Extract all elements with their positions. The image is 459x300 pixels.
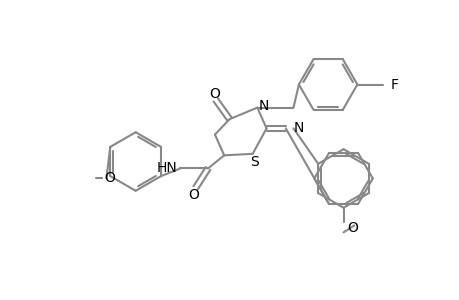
Text: HN: HN — [156, 161, 177, 176]
Text: O: O — [347, 221, 358, 235]
Text: S: S — [249, 154, 258, 169]
Text: O: O — [208, 87, 219, 101]
Text: O: O — [104, 172, 115, 185]
Text: N: N — [293, 122, 303, 135]
Text: F: F — [390, 77, 397, 92]
Text: N: N — [257, 99, 268, 113]
Text: O: O — [188, 188, 199, 202]
